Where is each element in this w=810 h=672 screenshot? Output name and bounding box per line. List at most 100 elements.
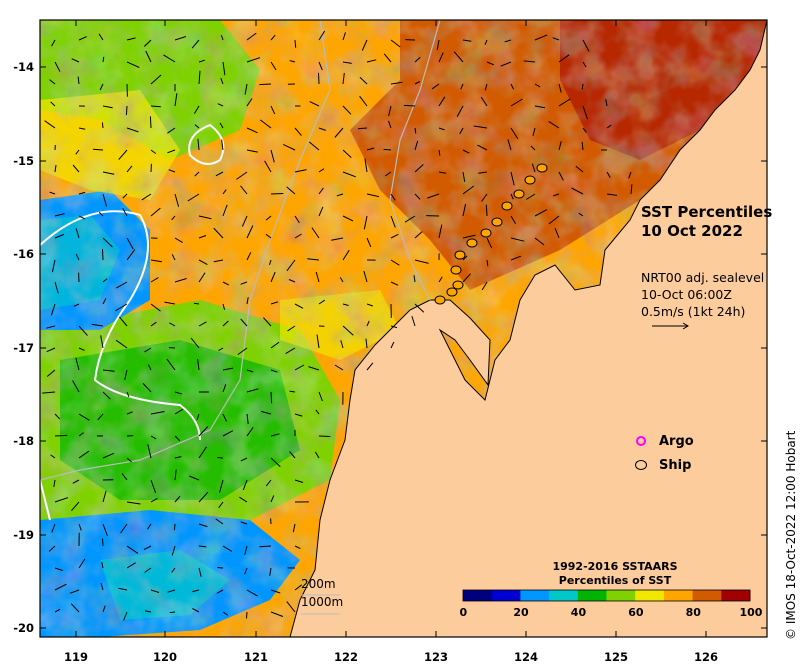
current-arrow bbox=[73, 303, 80, 307]
current-arrow bbox=[510, 193, 514, 200]
current-arrow bbox=[42, 391, 56, 394]
current-arrow bbox=[198, 426, 209, 437]
current-arrow bbox=[390, 259, 400, 266]
current-arrow bbox=[102, 538, 104, 547]
lon-tick-label: 123 bbox=[424, 650, 448, 664]
current-arrow bbox=[48, 545, 56, 552]
current-arrow bbox=[473, 125, 488, 129]
current-arrow bbox=[102, 605, 106, 613]
current-arrow bbox=[510, 171, 515, 186]
current-arrow bbox=[308, 366, 320, 371]
current-arrow bbox=[53, 479, 56, 488]
current-arrow bbox=[213, 227, 224, 239]
contour-front bbox=[40, 210, 201, 441]
current-arrow bbox=[366, 59, 377, 63]
current-arrow bbox=[270, 105, 276, 115]
current-arrow bbox=[558, 171, 564, 181]
current-arrow bbox=[198, 59, 205, 63]
current-arrow bbox=[244, 567, 248, 575]
current-arrow bbox=[246, 388, 259, 393]
colorbar-tick: 80 bbox=[685, 606, 701, 619]
current-arrow bbox=[486, 259, 489, 267]
current-arrow bbox=[69, 589, 80, 594]
lat-tick-label: -19 bbox=[13, 528, 34, 542]
current-arrow bbox=[169, 611, 176, 614]
current-info: NRT00 adj. sealevel 10-Oct 06:00Z 0.5m/s… bbox=[641, 269, 764, 320]
current-arrow bbox=[558, 54, 570, 63]
current-arrow bbox=[427, 193, 440, 199]
ship-point bbox=[446, 287, 458, 297]
current-arrow bbox=[141, 193, 152, 201]
current-arrow bbox=[263, 317, 272, 327]
current-arrow bbox=[198, 567, 202, 577]
current-arrow bbox=[168, 169, 176, 173]
current-arrow bbox=[523, 60, 536, 63]
current-arrow bbox=[390, 193, 396, 201]
current-arrow bbox=[213, 259, 224, 263]
current-arrow bbox=[190, 337, 200, 349]
current-arrow bbox=[198, 70, 201, 85]
current-arrow bbox=[246, 127, 258, 134]
current-arrow bbox=[485, 204, 488, 217]
colorbar-swatch bbox=[577, 590, 607, 601]
current-arrow bbox=[270, 369, 278, 373]
current-arrow bbox=[270, 301, 279, 305]
current-arrow bbox=[270, 611, 284, 617]
current-arrow bbox=[219, 479, 224, 493]
current-arrow bbox=[246, 611, 248, 619]
lon-tick-label: 124 bbox=[514, 650, 538, 664]
current-arrow bbox=[294, 303, 304, 309]
current-arrow bbox=[606, 171, 611, 179]
isobath-1000-label: 1000m bbox=[301, 595, 344, 609]
current-arrow bbox=[462, 39, 472, 42]
current-arrow bbox=[453, 51, 464, 63]
current-arrow bbox=[78, 413, 90, 421]
current-arrow bbox=[126, 411, 133, 415]
current-arrow bbox=[236, 171, 248, 180]
current-arrow bbox=[75, 149, 80, 155]
current-arrow bbox=[342, 105, 352, 115]
current-arrow bbox=[193, 302, 200, 305]
current-arrow bbox=[630, 184, 633, 195]
current-arrow bbox=[288, 279, 296, 283]
current-arrow bbox=[363, 215, 368, 230]
colorbar-title: 1992-2016 SSTAARS Percentiles of SST bbox=[520, 560, 710, 588]
current-arrow bbox=[166, 358, 176, 371]
current-arrow bbox=[97, 413, 104, 421]
current-arrow bbox=[388, 105, 392, 117]
current-arrow bbox=[54, 497, 69, 503]
current-arrow bbox=[193, 105, 200, 114]
current-arrow bbox=[102, 523, 108, 536]
current-arrow bbox=[222, 61, 226, 76]
current-arrow bbox=[72, 164, 80, 173]
colorbar-tick: 0 bbox=[459, 606, 468, 619]
ship-marker bbox=[635, 460, 647, 470]
current-arrow bbox=[269, 567, 272, 576]
map-title: SST Percentiles 10 Oct 2022 bbox=[641, 203, 772, 241]
current-arrow bbox=[144, 610, 152, 613]
current-arrow bbox=[294, 169, 307, 173]
current-arrow bbox=[72, 479, 80, 484]
current-arrow bbox=[54, 281, 59, 294]
colorbar-swatch bbox=[663, 590, 694, 601]
current-arrow bbox=[54, 164, 57, 173]
current-arrow bbox=[126, 501, 141, 505]
current-arrow bbox=[150, 105, 161, 108]
land-mass bbox=[289, 20, 767, 637]
current-arrow bbox=[315, 409, 320, 415]
current-arrow bbox=[54, 434, 68, 437]
current-arrow bbox=[222, 430, 234, 437]
current-arrow bbox=[246, 413, 249, 425]
current-arrow bbox=[270, 589, 281, 594]
colorbar-swatch bbox=[692, 590, 722, 601]
isobath-1000 bbox=[40, 20, 331, 481]
colorbar-swatch bbox=[635, 590, 665, 601]
contour-sw bbox=[40, 479, 51, 521]
current-arrow bbox=[315, 271, 320, 283]
current-arrow bbox=[270, 61, 277, 71]
current-arrow bbox=[510, 215, 517, 224]
current-arrow bbox=[363, 270, 368, 283]
current-arrow bbox=[146, 523, 152, 530]
current-arrow bbox=[390, 341, 395, 349]
current-arrow bbox=[510, 83, 515, 90]
